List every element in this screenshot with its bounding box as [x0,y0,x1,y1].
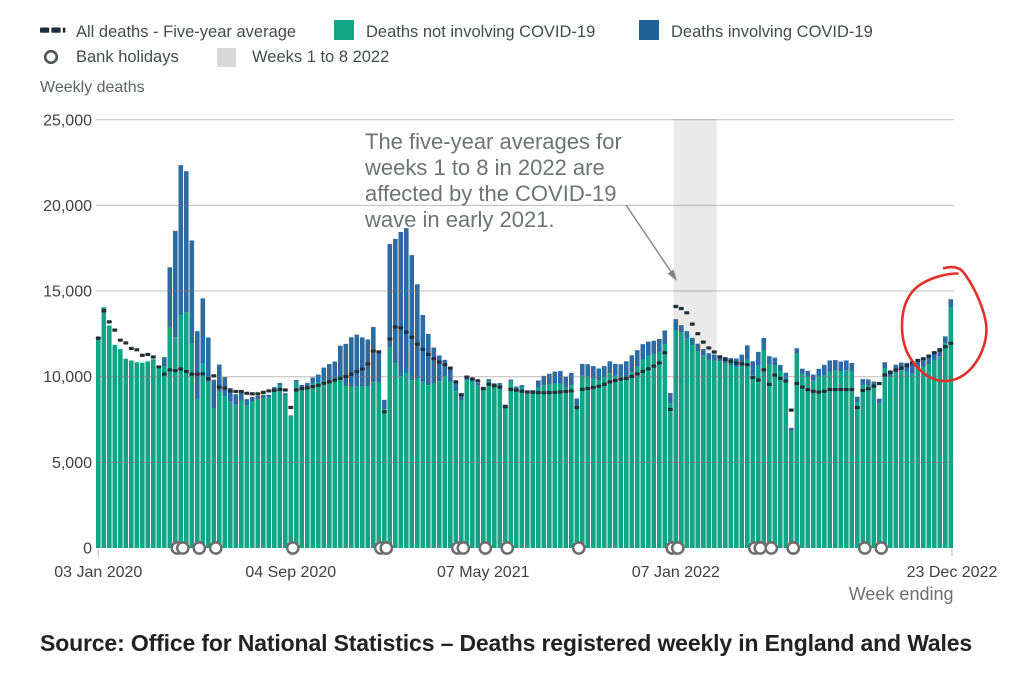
svg-text:03 Jan 2020: 03 Jan 2020 [54,564,142,581]
svg-text:04 Sep 2020: 04 Sep 2020 [245,564,336,581]
svg-text:affected by the COVID-19: affected by the COVID-19 [365,181,617,206]
svg-text:20,000: 20,000 [43,198,92,215]
svg-text:15,000: 15,000 [43,284,92,301]
svg-text:0: 0 [83,541,92,558]
svg-text:The five-year averages for: The five-year averages for [365,129,622,154]
svg-text:25,000: 25,000 [43,112,92,129]
svg-text:Weekly deaths: Weekly deaths [40,79,145,96]
svg-text:weeks 1 to 8 in 2022 are: weeks 1 to 8 in 2022 are [364,155,605,180]
svg-text:5,000: 5,000 [52,455,92,472]
svg-text:10,000: 10,000 [43,369,92,386]
svg-text:wave in early 2021.: wave in early 2021. [364,207,555,232]
svg-text:07 Jan 2022: 07 Jan 2022 [632,564,720,581]
svg-text:Week ending: Week ending [849,584,954,604]
svg-text:07 May 2021: 07 May 2021 [437,564,530,581]
svg-text:23 Dec 2022: 23 Dec 2022 [907,564,998,581]
